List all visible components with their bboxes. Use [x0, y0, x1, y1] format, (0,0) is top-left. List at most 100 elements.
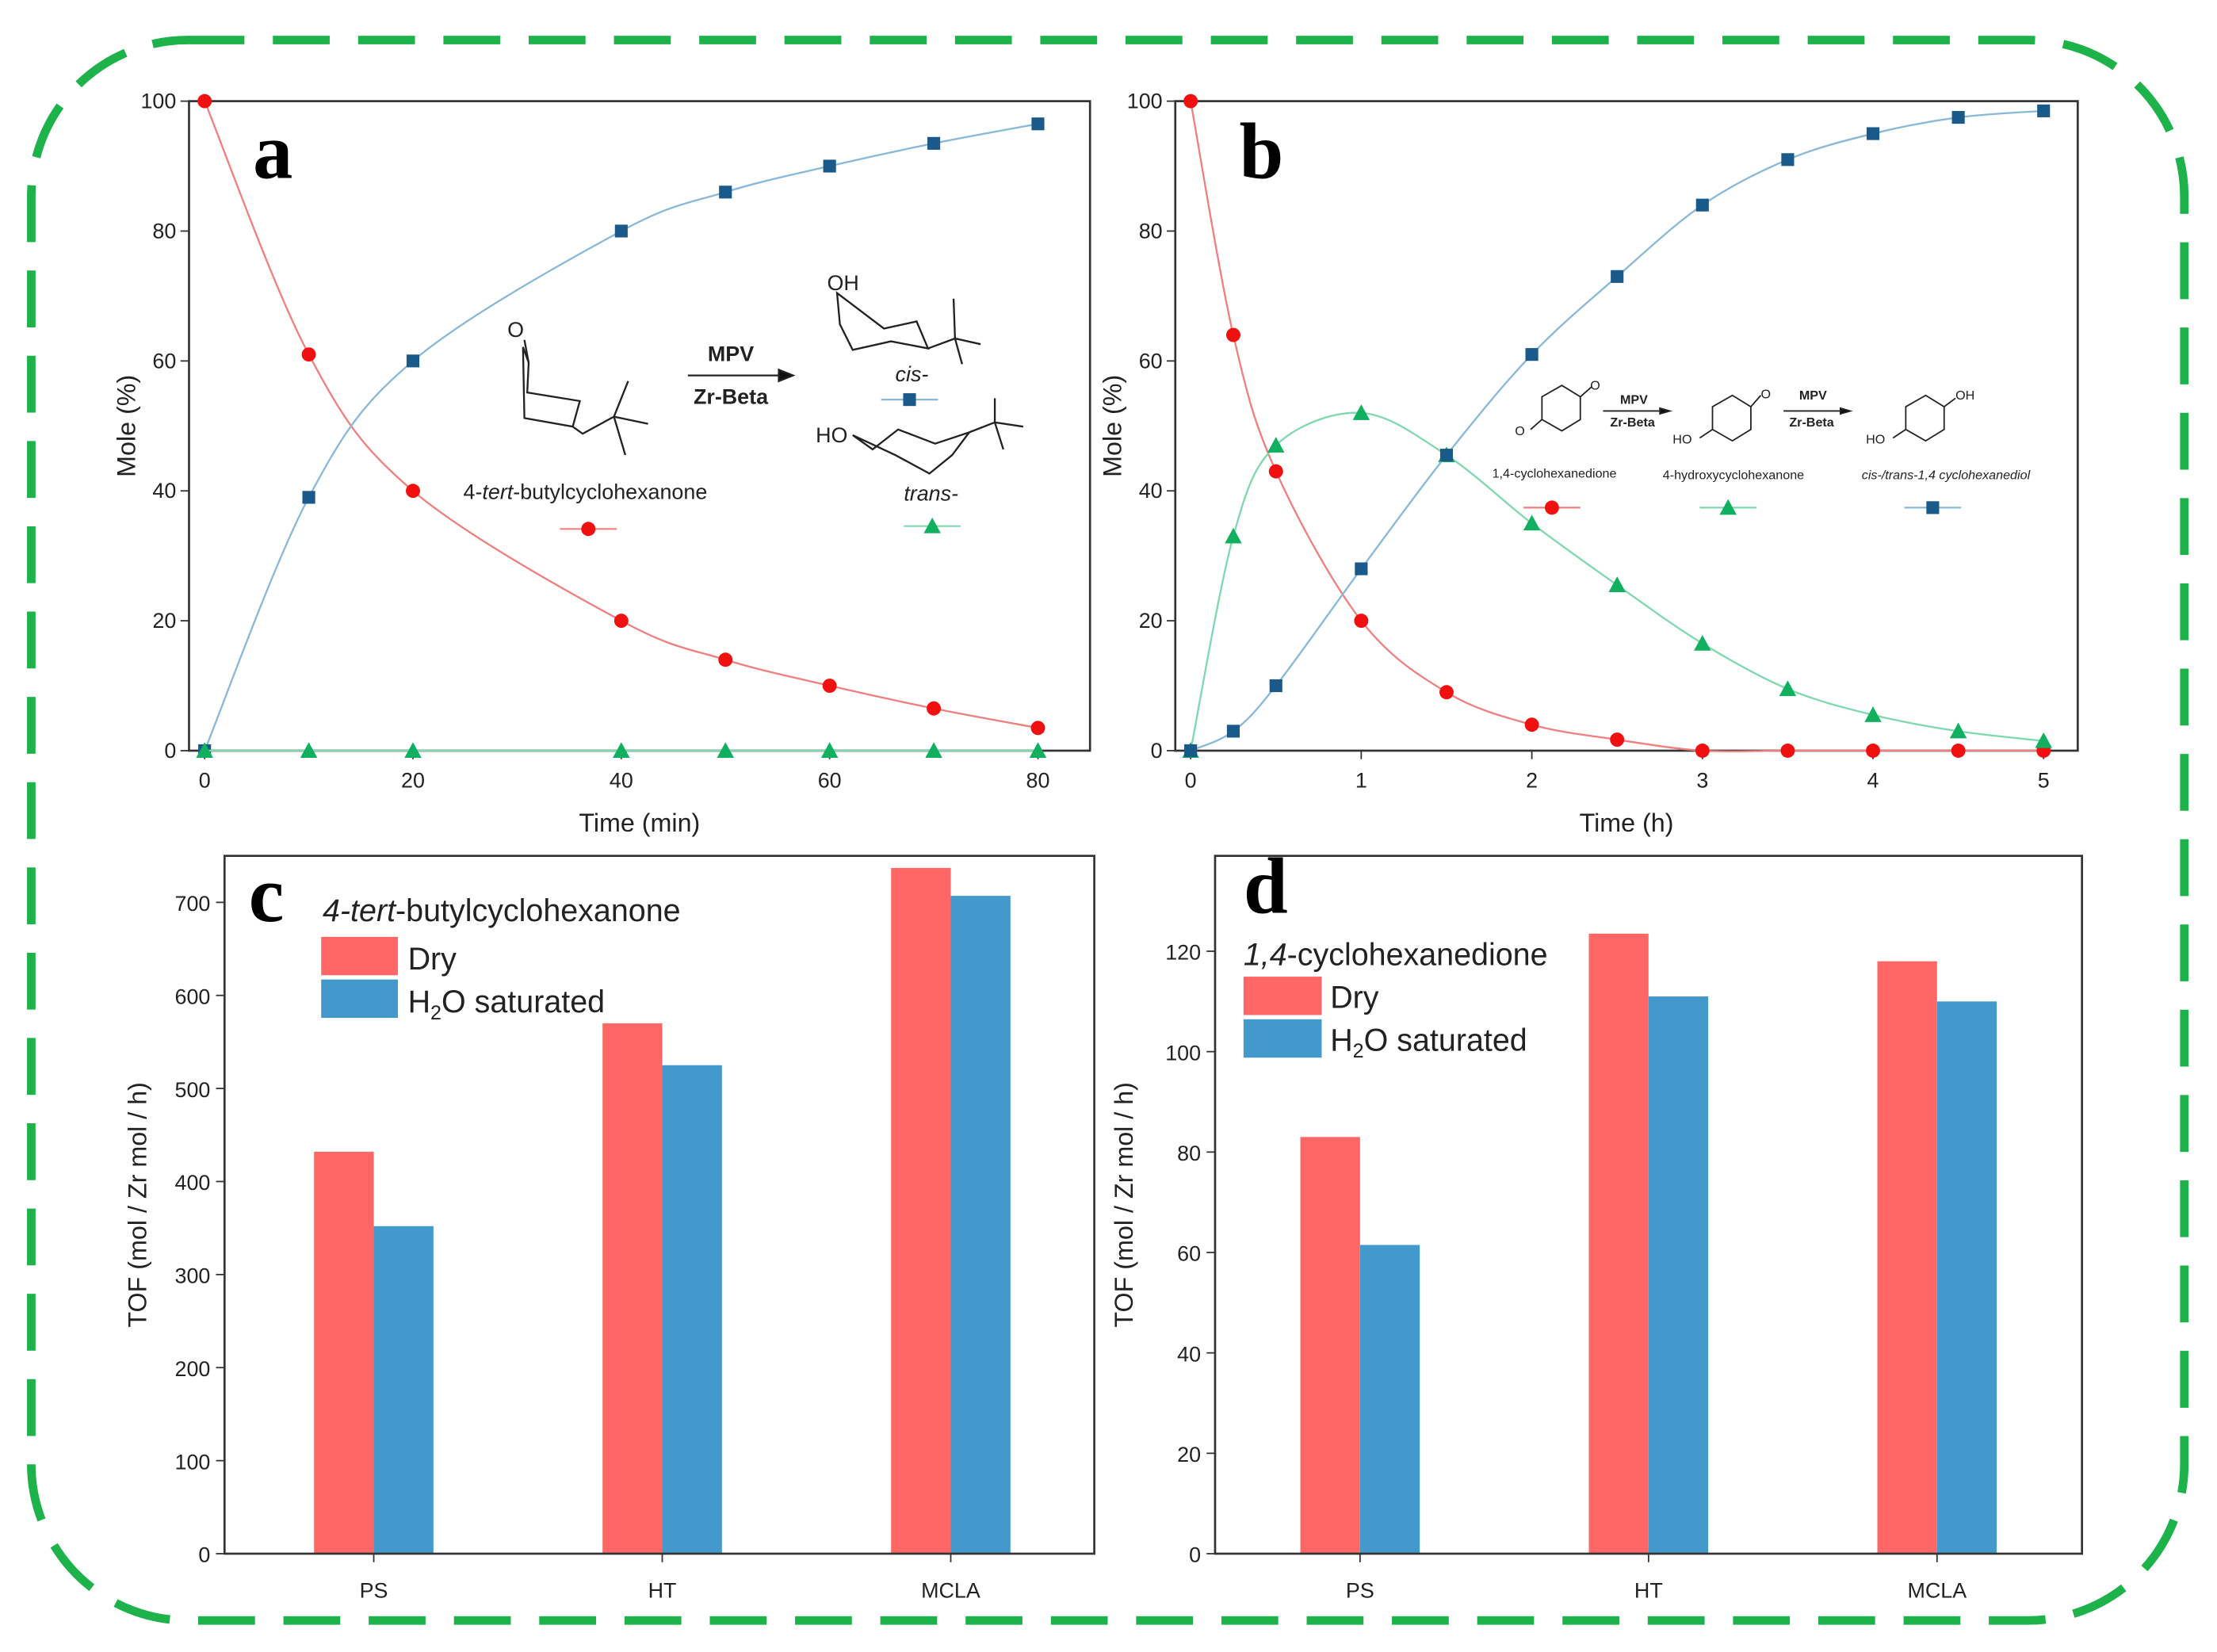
- y-tick-label: 400: [175, 1171, 211, 1195]
- data-point: [1355, 562, 1368, 576]
- bar-mcla-h2o-saturated: [1936, 1001, 1997, 1554]
- arrow-label-mpv-a: MPV: [708, 342, 754, 366]
- legend-title-c: 4-tert-butylcyclohexanone: [323, 893, 681, 928]
- legend-label-h2o: H2O saturated: [1330, 1023, 1527, 1062]
- fit-curve: [204, 123, 1038, 751]
- x-tick-label: 1: [1355, 769, 1367, 793]
- reaction-arrow-b1: [1603, 407, 1672, 415]
- y-tick-label: 0: [164, 739, 176, 763]
- bar-ht-h2o-saturated: [1648, 996, 1709, 1554]
- data-point: [1866, 744, 1880, 758]
- y-tick-label: 500: [175, 1078, 211, 1102]
- panel-label-c: c: [249, 851, 285, 939]
- y-axis-title: Mole (%): [1099, 375, 1127, 477]
- legend-swatch-h2o: [321, 979, 399, 1019]
- y-tick-label: 60: [152, 349, 176, 373]
- legend-swatch-dry: [1243, 977, 1322, 1015]
- plot-area-frame: [188, 100, 1091, 752]
- y-tick-label: 60: [1177, 1242, 1201, 1266]
- data-point: [1439, 449, 1454, 462]
- oxygen-label: O: [1760, 387, 1771, 401]
- y-tick-label: 20: [1177, 1443, 1201, 1467]
- ketone-structure: [522, 339, 648, 456]
- data-point: [1525, 348, 1539, 361]
- compound2-label: 4-hydroxycyclohexanone: [1663, 468, 1804, 483]
- compound1-label: 1,4-cyclohexanedione: [1493, 467, 1617, 481]
- bar-mcla-dry: [891, 867, 951, 1554]
- cis-structure: [835, 291, 981, 365]
- legend-title-d: 1,4-cyclohexanedione: [1244, 938, 1548, 973]
- data-point: [1610, 732, 1625, 748]
- trans-label: trans-: [904, 481, 958, 505]
- data-point: [927, 701, 942, 716]
- plot-area-frame: [1174, 100, 2079, 752]
- x-tick-label: HT: [1634, 1579, 1663, 1603]
- y-tick-label: 100: [1165, 1041, 1201, 1065]
- y-tick-label: 40: [1139, 479, 1163, 503]
- data-point: [1029, 742, 1047, 758]
- x-tick-label: 80: [1026, 769, 1050, 793]
- hydroxyl-label: HO: [1672, 433, 1691, 447]
- bar-mcla-dry: [1877, 961, 1937, 1554]
- y-axis-title: Mole (%): [112, 375, 140, 477]
- data-point: [300, 742, 318, 758]
- reaction-arrow-a: [687, 368, 796, 383]
- reaction-scheme-a: [522, 291, 1024, 475]
- x-tick-label: 20: [401, 769, 425, 793]
- legend-swatch-h2o: [1243, 1019, 1322, 1058]
- data-point: [1267, 437, 1285, 453]
- arrow-label-catalyst-a: Zr-Beta: [694, 384, 769, 408]
- y-tick-label: 40: [152, 479, 176, 503]
- y-tick-label: 20: [152, 609, 176, 633]
- data-point: [820, 742, 839, 758]
- data-point: [1183, 94, 1198, 109]
- data-point: [404, 742, 422, 758]
- y-tick-label: 200: [175, 1357, 211, 1381]
- arrow-label-catalyst-b2: Zr-Beta: [1789, 415, 1834, 430]
- legend-d: 1,4-cyclohexanedione Dry H2O saturated: [1243, 938, 1548, 1062]
- hydroxyl-label-trans: HO: [816, 423, 847, 447]
- data-point: [614, 224, 628, 238]
- legend-marker: [1544, 500, 1559, 515]
- x-tick-label: 0: [199, 769, 211, 793]
- plot-panel-b: 0 1 2 3 4 5 0 20 40 60 80 100 Time (h) Mole (%): [1099, 90, 2079, 837]
- data-point: [1951, 744, 1966, 758]
- bar-ps-dry: [1300, 1137, 1360, 1554]
- data-point: [1354, 614, 1369, 629]
- data-point: [1030, 721, 1045, 736]
- data-point: [1695, 198, 1709, 212]
- data-point: [2037, 104, 2051, 117]
- data-point: [613, 742, 630, 758]
- data-point: [197, 94, 212, 109]
- cyclohexanediol-structure: [1892, 394, 1956, 442]
- x-tick-label: 2: [1526, 769, 1538, 793]
- data-point: [1523, 514, 1541, 531]
- legend-label-dry: Dry: [1330, 980, 1379, 1015]
- y-tick-label: 100: [175, 1450, 211, 1474]
- arrow-label-catalyst-b1: Zr-Beta: [1610, 415, 1655, 430]
- reactant-label: 4-tert-butylcyclohexanone: [464, 480, 708, 504]
- legend-marker: [1719, 499, 1737, 515]
- data-point: [1268, 464, 1283, 479]
- data-point: [301, 347, 316, 362]
- y-axis-title: TOF (mol / Zr mol / h): [1110, 1082, 1138, 1328]
- hydroxyl-label-cis: OH: [827, 271, 858, 295]
- data-point: [1781, 153, 1795, 166]
- legend-marker: [581, 522, 596, 537]
- legend-label-dry: Dry: [408, 942, 457, 977]
- oxygen-label: O: [1590, 379, 1600, 393]
- data-point: [1694, 635, 1711, 651]
- hydroxyl-label: HO: [1866, 433, 1885, 447]
- oxygen-label: O: [1515, 424, 1525, 438]
- dashed-frame: [27, 36, 2189, 1625]
- y-tick-label: 80: [152, 219, 176, 243]
- y-tick-label: 100: [140, 90, 176, 113]
- data-point: [1864, 706, 1882, 722]
- trans-structure: [852, 398, 1024, 475]
- legend-label-h2o: H2O saturated: [408, 985, 606, 1024]
- data-point: [927, 136, 941, 150]
- bar-ht-dry: [602, 1023, 663, 1554]
- x-tick-label: 4: [1867, 769, 1879, 793]
- legend-c: 4-tert-butylcyclohexanone Dry H2O satura…: [321, 893, 681, 1024]
- arrow-label-mpv-b1: MPV: [1620, 392, 1648, 407]
